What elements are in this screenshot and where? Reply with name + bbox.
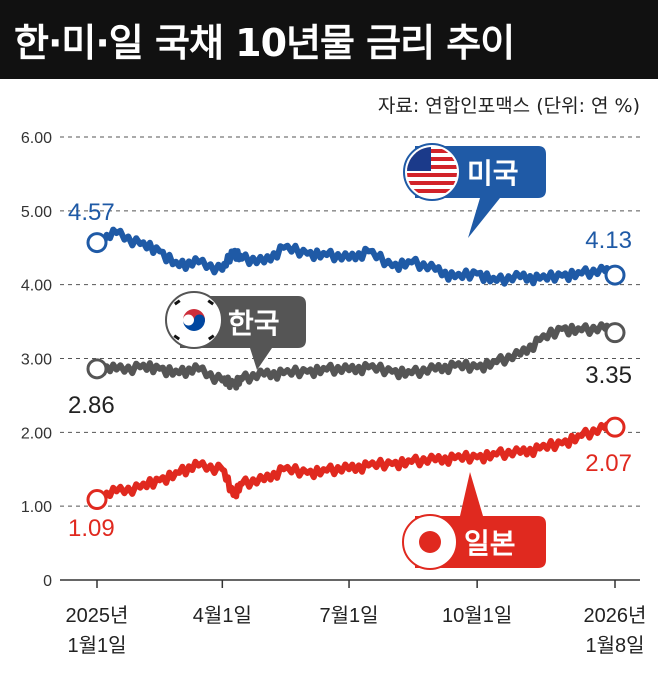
korea-callout: 한국 [165, 291, 306, 370]
x-tick-label: 10월1일 [442, 604, 512, 627]
korea-start-marker [86, 358, 108, 380]
japan-end-label: 2.07 [585, 450, 632, 477]
us-end-marker [604, 264, 626, 286]
japan-end-marker [604, 416, 626, 438]
y-axis-ticks: 0 1.00 2.00 3.00 4.00 5.00 6.00 [21, 130, 52, 590]
korea-end-marker [604, 322, 626, 344]
us-callout: 미국 [403, 143, 546, 238]
us-start-marker [86, 232, 108, 254]
y-tick-label: 3.00 [21, 352, 52, 369]
x-tick-label: 7월1일 [320, 604, 379, 627]
x-tick-label: 4월1일 [193, 604, 252, 627]
gridlines [60, 136, 640, 581]
x-tick-label: 1월8일 [585, 634, 644, 657]
series-lines [94, 226, 618, 504]
y-tick-label: 5.00 [21, 204, 52, 221]
source-note: 자료: 연합인포맥스 (단위: 연 %) [377, 95, 640, 117]
japan-start-marker [86, 489, 108, 511]
korea-end-label: 3.35 [585, 362, 632, 389]
x-tick-label: 2026년 [584, 604, 647, 627]
japan-callout-label: 일본 [464, 527, 516, 560]
us-end-label: 4.13 [585, 227, 632, 254]
us-start-label: 4.57 [68, 199, 115, 226]
x-tick-label: 2025년 [66, 604, 129, 627]
chart-title: 한·미·일 국채 10년물 금리 추이 [14, 21, 515, 65]
us-line [94, 226, 618, 287]
x-tick-label: 1월1일 [67, 634, 126, 657]
y-tick-label: 6.00 [21, 130, 52, 147]
title-bar: 한·미·일 국채 10년물 금리 추이 [0, 0, 658, 79]
y-tick-label: 2.00 [21, 425, 52, 442]
value-labels: 4.57 4.13 2.86 3.35 1.09 2.07 [68, 199, 632, 542]
y-tick-label: 0 [43, 573, 52, 590]
x-axis-ticks: 2025년 1월1일 4월1일 7월1일 10월1일 2026년 1월8일 [66, 580, 647, 657]
japan-callout: 일본 [402, 472, 546, 570]
korea-callout-label: 한국 [228, 307, 280, 340]
korea-start-label: 2.86 [68, 392, 115, 419]
y-tick-label: 4.00 [21, 278, 52, 295]
us-flag-stripes [407, 147, 457, 197]
endpoint-markers [86, 232, 626, 511]
y-tick-label: 1.00 [21, 499, 52, 516]
japan-start-label: 1.09 [68, 515, 115, 542]
japan-line [94, 420, 618, 504]
us-callout-label: 미국 [467, 157, 519, 190]
korea-line [94, 321, 618, 391]
